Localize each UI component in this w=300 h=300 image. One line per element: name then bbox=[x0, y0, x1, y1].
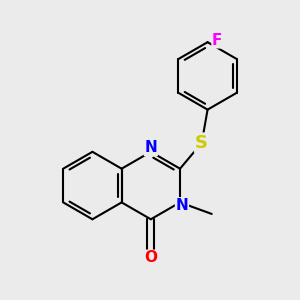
Text: N: N bbox=[145, 140, 157, 155]
Text: O: O bbox=[144, 250, 157, 265]
Text: S: S bbox=[195, 134, 208, 152]
Text: F: F bbox=[212, 33, 222, 48]
Text: N: N bbox=[176, 198, 188, 213]
